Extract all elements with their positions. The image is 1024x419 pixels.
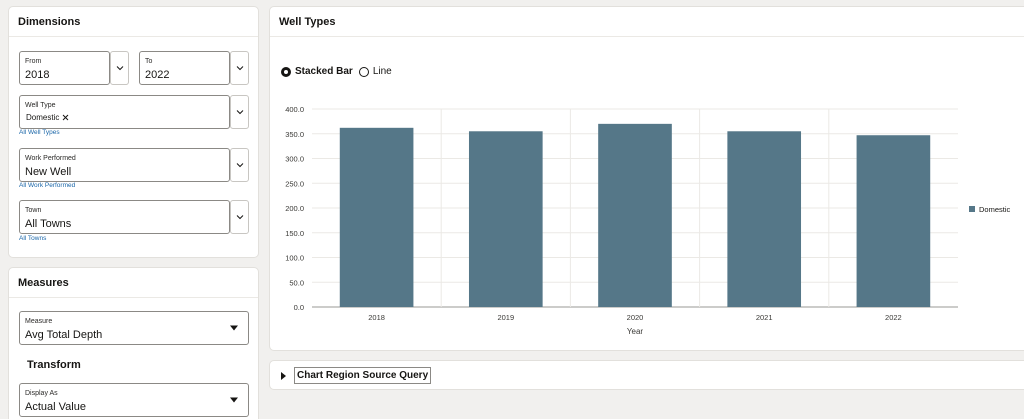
- x-tick-label: 2019: [497, 313, 514, 322]
- bar: [856, 135, 931, 307]
- well-type-label: Well Type: [25, 102, 56, 109]
- to-value: 2022: [145, 69, 170, 81]
- y-tick-label: 200.0: [285, 204, 304, 213]
- x-axis-label: Year: [627, 327, 644, 336]
- chevron-down-icon: [236, 163, 243, 168]
- radio-line-label[interactable]: Line: [372, 66, 392, 77]
- radio-line[interactable]: [358, 66, 369, 77]
- caret-down-icon: [230, 397, 238, 403]
- town-dropdown-button[interactable]: [230, 200, 249, 234]
- dimensions-panel: Dimensions From 2018 To 2022 Well Type D…: [8, 6, 259, 258]
- well-types-chart: 0.0 50.0 100.0 150.0 200.0 250.0 300.0 350.0 400…: [285, 105, 1011, 336]
- to-dropdown-button[interactable]: [230, 51, 249, 85]
- measure-select[interactable]: Measure Avg Total Depth: [19, 311, 249, 345]
- measures-title: Measures: [9, 268, 258, 298]
- radio-stacked-bar-label[interactable]: Stacked Bar: [295, 66, 353, 77]
- bar: [468, 131, 543, 307]
- radio-stacked-bar[interactable]: [281, 66, 291, 77]
- display-as-value: Actual Value: [25, 401, 86, 413]
- all-work-performed-link[interactable]: All Work Performed: [19, 182, 76, 189]
- y-tick-label: 0.0: [294, 303, 304, 312]
- x-tick-label: 2022: [885, 313, 902, 322]
- y-tick-label: 300.0: [285, 155, 304, 164]
- well-types-title: Well Types: [270, 7, 1024, 37]
- x-tick-label: 2020: [627, 313, 644, 322]
- chevron-down-icon: [236, 110, 243, 115]
- bar: [598, 123, 672, 307]
- y-tick-label: 250.0: [285, 179, 304, 188]
- all-towns-link[interactable]: All Towns: [19, 235, 47, 242]
- display-as-label: Display As: [25, 390, 58, 397]
- work-performed-label: Work Performed: [25, 155, 76, 162]
- all-well-types-link[interactable]: All Well Types: [19, 129, 60, 136]
- well-type-dropdown-button[interactable]: [230, 95, 249, 129]
- chevron-down-icon: [116, 66, 123, 71]
- town-value: All Towns: [25, 218, 72, 230]
- y-tick-label: 400.0: [285, 105, 304, 114]
- from-label: From: [25, 58, 42, 65]
- well-type-select[interactable]: Well Type Domestic: [19, 95, 230, 129]
- query-panel: Chart Region Source Query: [269, 360, 1024, 390]
- transform-title: Transform: [27, 359, 81, 371]
- x-tick-label: 2021: [756, 313, 773, 322]
- town-select[interactable]: Town All Towns: [19, 200, 230, 234]
- display-as-select[interactable]: Display As Actual Value: [19, 383, 249, 417]
- y-tick-label: 50.0: [289, 278, 304, 287]
- expand-triangle-icon[interactable]: [281, 372, 286, 380]
- well-types-panel: Well Types Stacked Bar Line 0.0 50.0 100.0…: [269, 6, 1024, 351]
- town-label: Town: [25, 207, 42, 214]
- y-tick-label: 100.0: [285, 254, 304, 263]
- measures-panel: Measures Measure Avg Total Depth Transfo…: [8, 267, 259, 419]
- work-performed-select[interactable]: Work Performed New Well: [19, 148, 230, 182]
- from-dropdown-button[interactable]: [110, 51, 129, 85]
- measure-label: Measure: [25, 318, 53, 325]
- caret-down-icon: [230, 325, 238, 331]
- x-tick-label: 2018: [368, 313, 385, 322]
- chart-region-source-query-toggle[interactable]: Chart Region Source Query: [294, 367, 432, 384]
- chart-type-radio-group: Stacked Bar Line: [281, 66, 392, 77]
- to-label: To: [145, 58, 153, 65]
- dimensions-title: Dimensions: [9, 7, 258, 37]
- legend-label: Domestic: [979, 205, 1011, 214]
- chevron-down-icon: [236, 215, 243, 220]
- y-tick-label: 350.0: [285, 130, 304, 139]
- to-select[interactable]: To 2022: [139, 51, 230, 85]
- chevron-down-icon: [236, 66, 243, 71]
- from-value: 2018: [25, 69, 50, 81]
- work-performed-dropdown-button[interactable]: [230, 148, 249, 182]
- legend-swatch: [969, 206, 975, 212]
- well-type-chip-label: Domestic: [26, 113, 60, 122]
- measure-value: Avg Total Depth: [25, 329, 103, 341]
- bar: [339, 127, 414, 307]
- work-performed-value: New Well: [25, 166, 72, 178]
- y-tick-label: 150.0: [285, 229, 304, 238]
- from-select[interactable]: From 2018: [19, 51, 110, 85]
- close-icon[interactable]: [62, 114, 69, 121]
- bar: [727, 131, 802, 307]
- well-type-chip: Domestic: [26, 113, 69, 122]
